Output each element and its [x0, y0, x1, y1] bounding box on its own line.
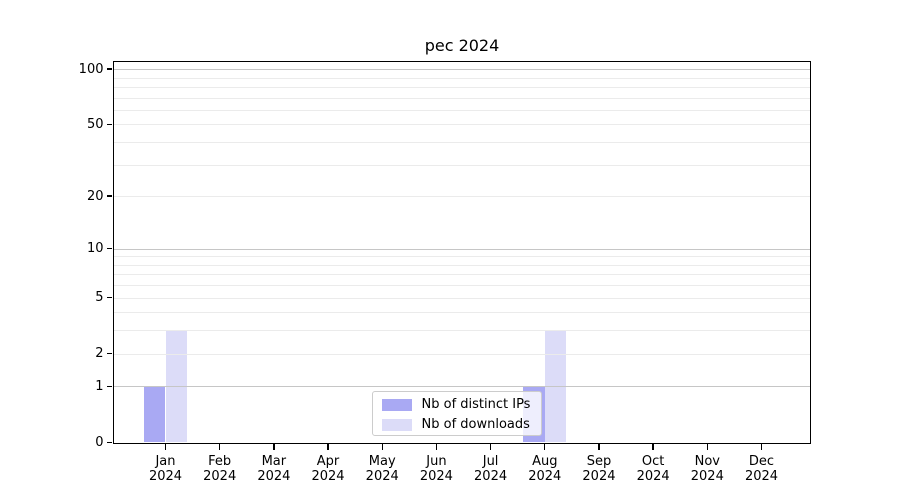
plot-area: 0 1 2 5 10 20 50 100 Jan 2024 Feb 2024 Mar 2024 Apr 202… — [79, 60, 811, 484]
y-tick-2 — [106, 352, 112, 355]
y-tick-10 — [106, 247, 112, 250]
x-tick-label-apr: Apr 2024 — [311, 453, 345, 485]
gridline-minor-3 — [113, 330, 810, 332]
legend-item-downloads: Nb of downloads — [373, 415, 541, 435]
gridline-minor-5 — [113, 297, 810, 299]
legend-item-distinct-ips: Nb of distinct IPs — [373, 395, 541, 415]
x-tick-label-oct: Oct 2024 — [636, 453, 670, 485]
gridline-major-10 — [113, 248, 810, 250]
legend-label-distinct-ips: Nb of distinct IPs — [421, 397, 531, 412]
x-tick-label-jan: Jan 2024 — [148, 453, 183, 485]
gridline-minor-7 — [113, 274, 810, 276]
x-tick-label-jun: Jun 2024 — [419, 453, 453, 485]
x-tick-feb — [218, 444, 221, 450]
x-tick-dec — [760, 444, 763, 450]
x-tick-sep — [598, 444, 600, 450]
y-tick-0 — [106, 441, 112, 444]
x-tick-label-may: May 2024 — [365, 453, 399, 485]
y-tick-1 — [106, 385, 112, 388]
gridline-minor-80 — [113, 86, 810, 88]
y-tick-20 — [106, 195, 112, 197]
y-tick-label-50: 50 — [86, 116, 104, 132]
bar-downloads-jan — [165, 330, 188, 443]
x-tick-jun — [435, 444, 438, 450]
x-tick-label-aug: Aug 2024 — [528, 453, 562, 485]
bar-distinct-ips-jan — [143, 386, 166, 443]
x-tick-aug — [544, 444, 546, 450]
gridline-minor-70 — [113, 97, 810, 99]
chart-title: pec 2024 — [424, 36, 500, 55]
gridline-minor-50 — [113, 124, 810, 126]
y-tick-label-5: 5 — [95, 290, 104, 306]
x-tick-apr — [327, 444, 329, 450]
gridline-major-1 — [113, 386, 810, 388]
gridline-minor-9 — [113, 256, 810, 258]
x-tick-oct — [652, 444, 654, 450]
y-tick-5 — [106, 296, 112, 299]
legend-swatch-downloads — [381, 418, 412, 431]
x-tick-mar — [273, 444, 275, 450]
y-tick-label-100: 100 — [78, 61, 104, 77]
x-tick-label-nov: Nov 2024 — [690, 453, 724, 485]
legend-label-downloads: Nb of downloads — [421, 417, 530, 432]
x-tick-label-feb: Feb 2024 — [203, 453, 237, 485]
x-tick-jul — [489, 444, 492, 450]
gridline-minor-90 — [113, 77, 810, 79]
y-tick-100 — [106, 68, 112, 70]
x-tick-label-sep: Sep 2024 — [582, 453, 616, 485]
gridline-minor-4 — [113, 312, 810, 314]
gridline-minor-8 — [113, 264, 810, 266]
legend-swatch-distinct-ips — [381, 398, 412, 411]
y-tick-label-2: 2 — [95, 346, 104, 362]
gridline-minor-6 — [113, 285, 810, 287]
gridline-minor-30 — [113, 164, 810, 166]
y-tick-label-10: 10 — [86, 241, 104, 256]
bar-downloads-aug — [544, 330, 567, 443]
x-tick-label-mar: Mar 2024 — [257, 453, 291, 485]
gridline-minor-60 — [113, 109, 810, 111]
gridline-minor-20 — [113, 196, 810, 198]
y-tick-label-1: 1 — [95, 378, 104, 394]
x-tick-label-dec: Dec 2024 — [744, 453, 779, 485]
x-tick-may — [381, 444, 383, 450]
gridline-minor-40 — [113, 142, 810, 144]
y-tick-label-0: 0 — [95, 435, 104, 450]
x-tick-nov — [706, 444, 708, 450]
gridline-major-100 — [113, 69, 810, 71]
legend: Nb of distinct IPs Nb of downloads — [371, 390, 542, 436]
x-tick-jan — [164, 444, 167, 450]
gridline-minor-2 — [113, 353, 810, 355]
y-tick-label-20: 20 — [86, 188, 104, 204]
y-tick-50 — [106, 123, 112, 126]
x-tick-label-jul: Jul 2024 — [474, 453, 508, 485]
